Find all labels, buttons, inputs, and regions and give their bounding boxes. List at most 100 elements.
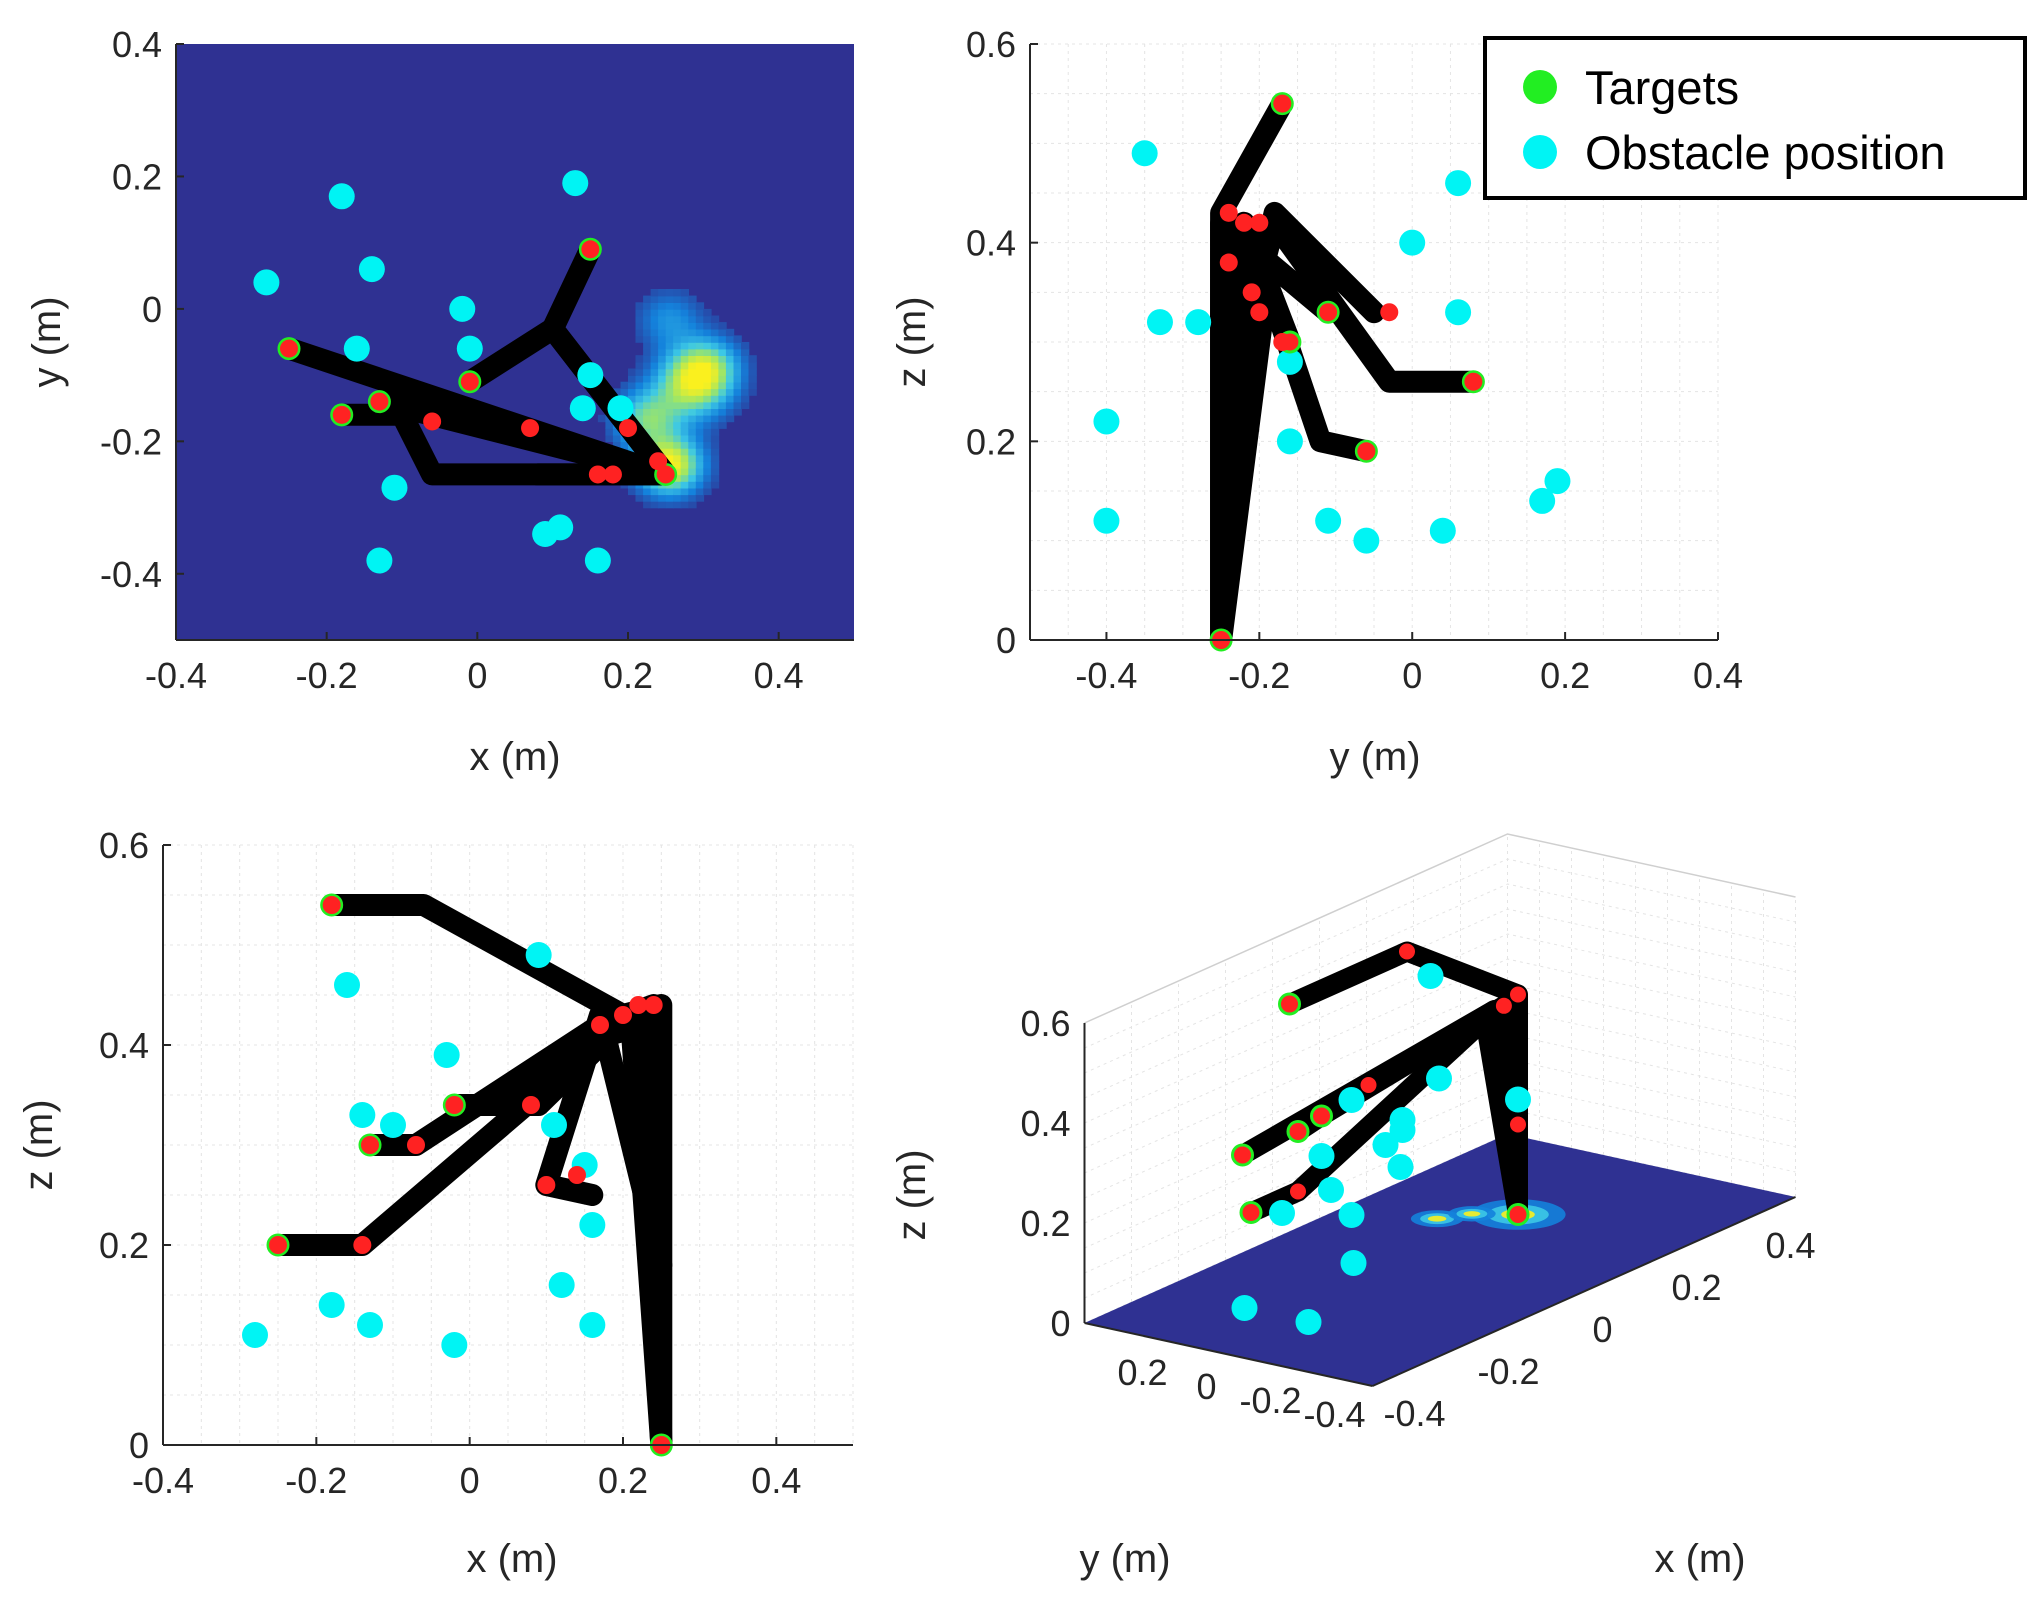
heat-cell — [680, 461, 689, 469]
heat-cell — [658, 408, 667, 416]
heat-cell — [695, 395, 705, 403]
heat-cell — [695, 434, 705, 443]
obstacle-point — [584, 547, 611, 574]
heat-cell — [665, 494, 674, 502]
joint-point — [353, 1236, 372, 1254]
heat-cell — [695, 421, 705, 429]
joint-point — [407, 1136, 425, 1154]
heat-cell — [688, 368, 697, 376]
heat-cell — [673, 295, 682, 303]
joint-point — [1219, 203, 1238, 222]
heat-cell — [650, 315, 659, 323]
obstacle-point — [579, 1312, 606, 1338]
heat-cell — [665, 328, 674, 337]
joint-point — [588, 465, 607, 484]
y-axis-label: y (m) — [25, 296, 69, 387]
heat-cell — [673, 421, 682, 429]
heat-cell — [658, 295, 667, 303]
heat-cell — [635, 375, 644, 383]
heat-cell — [718, 421, 727, 429]
heat-cell — [643, 381, 652, 390]
heat-cell — [741, 361, 750, 370]
obstacle-point — [1318, 1177, 1344, 1203]
heat-cell — [635, 368, 644, 376]
obstacle-points — [253, 170, 634, 574]
heat-cell — [741, 401, 750, 409]
heat-cell — [650, 295, 659, 303]
heat-cell — [688, 467, 697, 476]
heat-cell — [673, 308, 682, 317]
obstacle-point — [547, 514, 574, 541]
heat-cell — [635, 494, 644, 502]
obstacle-point — [1389, 1117, 1416, 1143]
y-tick-label: 0 — [1196, 1366, 1216, 1407]
axes: -0.4 -0.2 0 0.2 0.4 0.4 0.2 0 -0.2 -0.4 — [100, 24, 854, 696]
joint-point — [322, 896, 341, 914]
heat-cell — [725, 401, 735, 409]
heat-cell — [635, 408, 644, 416]
y-tick-label: 0 — [996, 620, 1016, 661]
heat-cell — [635, 328, 644, 337]
heat-cell — [635, 322, 644, 330]
obstacle-point — [1445, 170, 1472, 197]
joint-point — [644, 996, 663, 1014]
heat-cell — [673, 441, 682, 449]
heat-cell — [680, 381, 689, 390]
joint-point — [1464, 372, 1483, 391]
heat-cell — [673, 434, 682, 443]
heat-cell — [695, 348, 705, 356]
joint-point — [1357, 442, 1376, 461]
arm-links — [1210, 92, 1485, 651]
joint-point — [269, 1236, 287, 1254]
x-tick-label: -0.4 — [1075, 655, 1137, 696]
heat-cell — [710, 408, 720, 416]
heat-cell — [650, 355, 659, 363]
joint-point — [1242, 283, 1261, 302]
heat-cell — [710, 355, 720, 363]
joint-point — [280, 339, 298, 358]
heat-cell — [741, 388, 750, 396]
heat-cell — [680, 494, 689, 502]
heat-cell — [643, 494, 652, 502]
heat-cell — [748, 368, 757, 376]
arm-link — [267, 1014, 673, 1456]
legend-obstacle-marker — [1523, 135, 1557, 169]
heat-cell — [658, 335, 667, 343]
heat-cell — [643, 342, 652, 350]
obstacle-point — [1426, 1065, 1452, 1092]
heat-cell — [605, 421, 614, 429]
heat-cell — [658, 441, 667, 449]
heat-cell — [710, 328, 720, 337]
grid-line — [1084, 858, 1796, 1049]
heat-cell — [658, 302, 667, 310]
heat-cell — [710, 414, 720, 423]
heat-cell — [710, 461, 720, 469]
heat-cell — [605, 434, 614, 443]
heat-cell — [635, 388, 644, 396]
heat-cell — [688, 335, 697, 343]
obstacle-point — [1338, 1202, 1365, 1228]
joint-point — [619, 419, 637, 438]
z-tick-label: 0.4 — [1020, 1103, 1070, 1144]
heat-cell — [658, 375, 667, 383]
heat-cell — [665, 448, 674, 456]
obstacle-point — [358, 256, 385, 283]
heat-cell — [688, 461, 697, 469]
y-tick-label: 0.4 — [112, 24, 162, 65]
legend-box — [1483, 36, 2027, 200]
heat-cell — [650, 328, 659, 337]
joint-point — [581, 240, 600, 259]
heat-cell — [695, 441, 705, 449]
heat-cell — [643, 421, 652, 429]
obstacle-point — [577, 362, 604, 389]
heat-cell — [710, 448, 720, 456]
heat-cell — [680, 302, 689, 310]
heat-cell — [703, 441, 712, 449]
heat-cell — [658, 494, 667, 502]
legend-label-targets: Targets — [1585, 61, 1739, 114]
x-axis-label: x (m) — [1654, 1537, 1745, 1581]
heat-cell — [597, 414, 607, 423]
obstacle-point — [380, 1112, 406, 1138]
heat-cell — [643, 322, 652, 330]
heat-cell — [741, 342, 750, 350]
